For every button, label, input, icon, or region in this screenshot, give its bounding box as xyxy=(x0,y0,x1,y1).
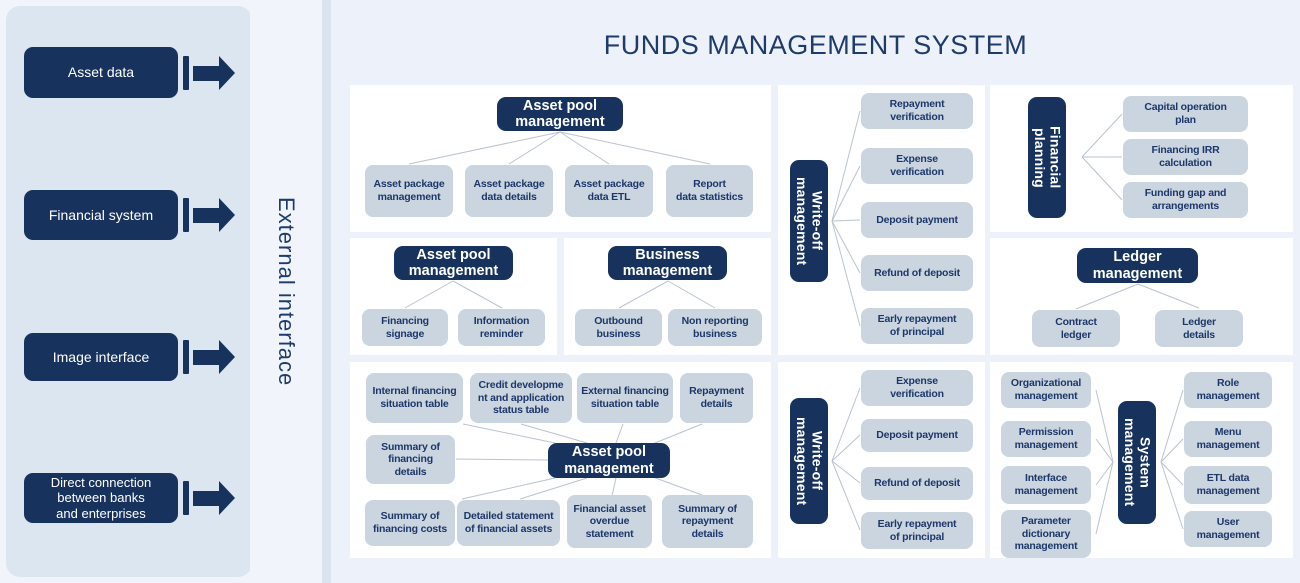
node-asset-pool-management: Asset pool management xyxy=(497,97,623,131)
node-refund-of-deposit: Refund of deposit xyxy=(861,255,973,291)
node-asset-pool-management: Asset pool management xyxy=(548,443,670,478)
node-internal-financing-situation-table: Internal financing situation table xyxy=(366,373,463,423)
node-detailed-statement-of-financial-assets: Detailed statement of financial assets xyxy=(457,500,560,546)
flow-arrow-icon xyxy=(183,198,235,232)
panel-asset-pool-reports: Internal financing situation table Credi… xyxy=(350,362,771,558)
node-financing-signage: Financing signage xyxy=(362,309,448,346)
node-external-financing-situation-table: External financing situation table xyxy=(577,373,673,423)
external-interface-label: External interface xyxy=(274,196,299,387)
node-summary-of-repayment-details: Summary of repayment details xyxy=(662,495,753,548)
node-deposit-payment: Deposit payment xyxy=(861,419,973,452)
node-summary-of-financing-costs: Summary of financing costs xyxy=(365,500,455,546)
node-refund-of-deposit: Refund of deposit xyxy=(861,467,973,500)
node-write-off-management: Write-off management xyxy=(790,160,828,282)
panel-business-management: Business management Outbound business No… xyxy=(564,238,771,355)
external-sources-sidebar: Asset data Financial system Image interf… xyxy=(6,6,252,577)
node-system-management: System management xyxy=(1118,401,1156,524)
node-asset-package-data-details: Asset package data details xyxy=(465,165,553,217)
node-write-off-management: Write-off management xyxy=(790,398,828,524)
node-expense-verification: Expense verification xyxy=(861,148,973,184)
flow-arrow-icon xyxy=(183,340,235,374)
node-early-repayment-of-principal: Early repayment of principal xyxy=(861,512,973,549)
node-role-management: Role management xyxy=(1184,372,1272,408)
node-information-reminder: Information reminder xyxy=(458,309,545,346)
node-parameter-dictionary-management: Parameter dictionary management xyxy=(1001,510,1091,558)
node-asset-pool-management: Asset pool management xyxy=(394,246,513,280)
source-asset-data: Asset data xyxy=(24,47,178,98)
node-report-data-statistics: Report data statistics xyxy=(666,165,753,217)
node-financial-planning: Financial planning xyxy=(1028,97,1066,218)
node-repayment-verification: Repayment verification xyxy=(861,93,973,129)
panel-write-off-management-bottom: Write-off management Expense verificatio… xyxy=(778,362,985,558)
node-organizational-management: Organizational management xyxy=(1001,372,1091,408)
panel-asset-pool-signage: Asset pool management Financing signage … xyxy=(350,238,557,355)
node-outbound-business: Outbound business xyxy=(575,309,662,346)
panel-write-off-management-top: Write-off management Repayment verificat… xyxy=(778,85,985,355)
node-expense-verification: Expense verification xyxy=(861,370,973,406)
node-non-reporting-business: Non reporting business xyxy=(668,309,762,346)
node-deposit-payment: Deposit payment xyxy=(861,202,973,238)
node-asset-package-management: Asset package management xyxy=(365,165,453,217)
node-repayment-details: Repayment details xyxy=(680,373,753,423)
node-ledger-details: Ledger details xyxy=(1155,310,1243,347)
flow-arrow-icon xyxy=(183,481,235,515)
flow-arrow-icon xyxy=(183,56,235,90)
node-business-management: Business management xyxy=(608,246,727,280)
node-funding-gap-and-arrangements: Funding gap and arrangements xyxy=(1123,182,1248,218)
panel-financial-planning: Financial planning Capital operation pla… xyxy=(990,85,1293,232)
node-summary-of-financing-details: Summary of financing details xyxy=(366,435,455,484)
source-financial-system: Financial system xyxy=(24,190,178,240)
source-image-interface: Image interface xyxy=(24,333,178,381)
node-user-management: User management xyxy=(1184,511,1272,547)
panel-system-management: System management Organizational managem… xyxy=(990,362,1293,558)
node-capital-operation-plan: Capital operation plan xyxy=(1123,96,1248,132)
panel-ledger-management: Ledger management Contract ledger Ledger… xyxy=(990,238,1293,355)
source-bank-direct-connection: Direct connection between banks and ente… xyxy=(24,473,178,523)
node-credit-development-status-table: Credit developme nt and application stat… xyxy=(470,373,572,423)
page-title: FUNDS MANAGEMENT SYSTEM xyxy=(603,30,1028,60)
node-contract-ledger: Contract ledger xyxy=(1032,310,1120,347)
node-etl-data-management: ETL data management xyxy=(1184,466,1272,504)
node-permission-management: Permission management xyxy=(1001,421,1091,457)
node-asset-package-data-etl: Asset package data ETL xyxy=(565,165,653,217)
node-ledger-management: Ledger management xyxy=(1077,248,1198,283)
vertical-divider xyxy=(322,0,331,583)
node-financing-irr-calculation: Financing IRR calculation xyxy=(1123,139,1248,175)
node-financial-asset-overdue-statement: Financial asset overdue statement xyxy=(567,495,652,548)
panel-asset-pool-management: Asset pool management Asset package mana… xyxy=(350,85,771,232)
node-menu-management: Menu management xyxy=(1184,421,1272,457)
node-early-repayment-of-principal: Early repayment of principal xyxy=(861,308,973,344)
external-interface-strip: External interface xyxy=(250,0,322,583)
node-interface-management: Interface management xyxy=(1001,466,1091,504)
